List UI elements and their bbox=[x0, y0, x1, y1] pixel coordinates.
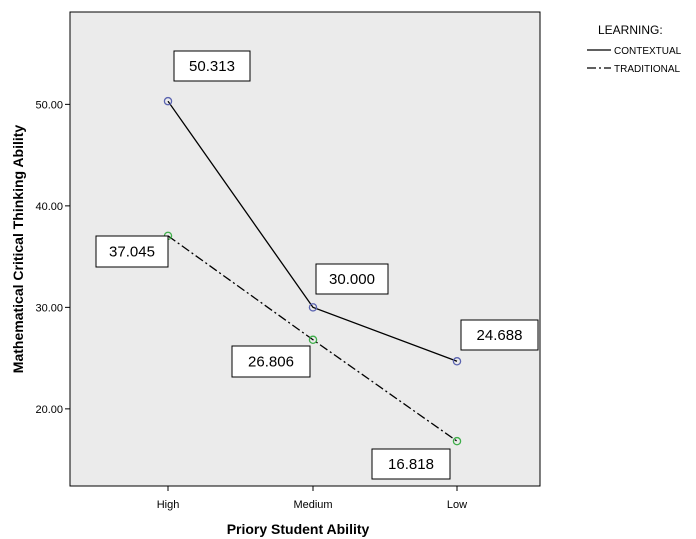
data-label: 50.313 bbox=[189, 58, 235, 75]
x-axis-ticks: High Medium Low bbox=[157, 486, 467, 511]
data-point-traditional bbox=[452, 436, 462, 446]
legend: LEARNING: CONTEXTUAL TRADITIONAL bbox=[587, 23, 682, 75]
data-point-contextual bbox=[163, 96, 173, 106]
data-label-box bbox=[173, 50, 251, 82]
legend-label-contextual: CONTEXTUAL bbox=[614, 46, 682, 57]
y-axis-ticks: 20.00 30.00 40.00 50.00 bbox=[35, 99, 70, 416]
data-point-contextual bbox=[308, 303, 318, 312]
data-label: 24.688 bbox=[477, 327, 523, 344]
data-label: 26.806 bbox=[248, 354, 294, 371]
x-tick-label: Medium bbox=[293, 499, 332, 511]
data-label-box bbox=[315, 263, 389, 295]
y-tick-label: 20.00 bbox=[35, 404, 63, 416]
x-tick-label: Low bbox=[447, 499, 467, 511]
data-label-box bbox=[231, 345, 311, 378]
data-point-contextual bbox=[452, 357, 462, 366]
y-axis-title: Mathematical Critical Thinking Ability bbox=[10, 125, 26, 374]
legend-title: LEARNING: bbox=[598, 23, 663, 37]
legend-label-traditional: TRADITIONAL bbox=[614, 64, 681, 75]
y-tick-label: 50.00 bbox=[35, 99, 63, 111]
x-axis-title: Priory Student Ability bbox=[227, 521, 370, 537]
data-label-layer: 50.313 30.000 24.688 37.045 26.806 16.818 bbox=[95, 50, 539, 480]
data-point-traditional bbox=[308, 335, 318, 345]
data-label: 16.818 bbox=[388, 456, 434, 473]
series-line-traditional bbox=[167, 235, 458, 442]
series-line-contextual bbox=[167, 100, 458, 362]
data-label: 30.000 bbox=[329, 271, 375, 288]
data-label-box bbox=[95, 235, 169, 268]
y-tick-label: 40.00 bbox=[35, 201, 63, 213]
data-label-box bbox=[371, 448, 451, 480]
x-tick-label: High bbox=[157, 499, 180, 511]
y-tick-label: 30.00 bbox=[35, 302, 63, 314]
data-label-box bbox=[460, 319, 539, 351]
data-label: 37.045 bbox=[109, 244, 155, 261]
